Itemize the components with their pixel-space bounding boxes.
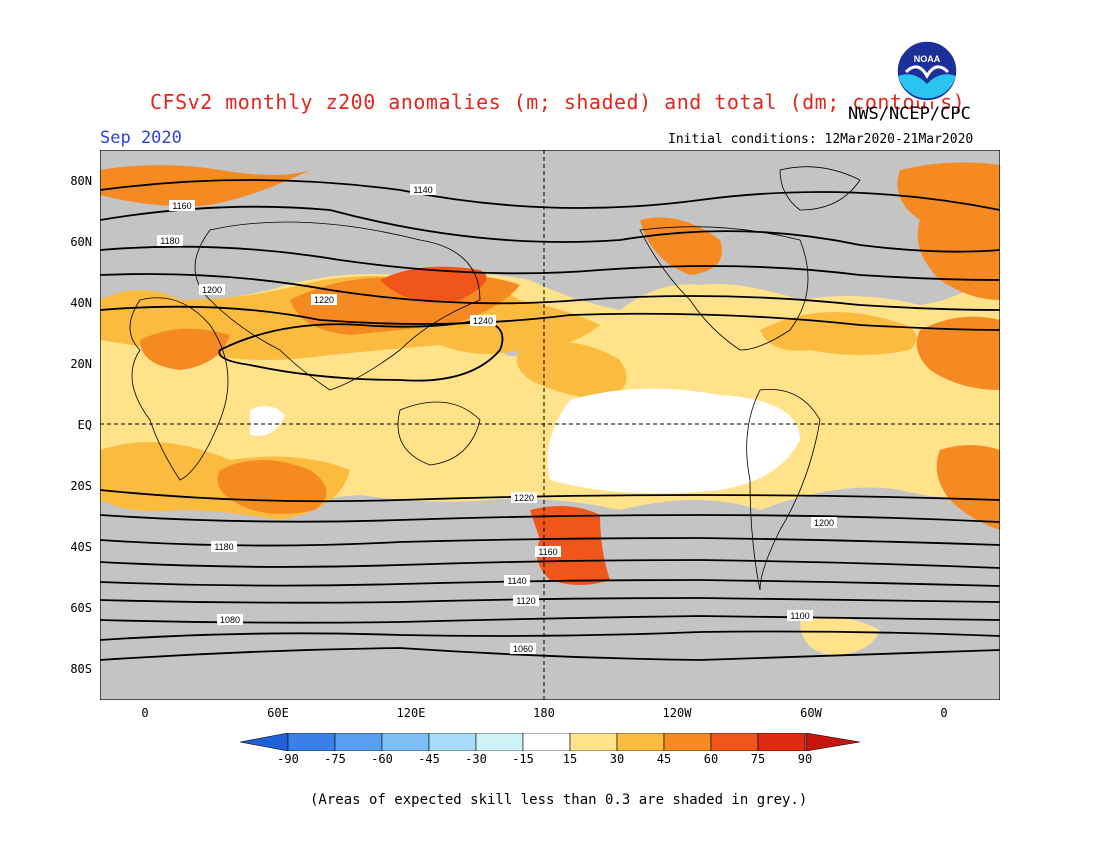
colorbar-label: 45 xyxy=(656,752,672,766)
lat-label: 40N xyxy=(70,296,92,310)
contour-label: 1220 xyxy=(314,295,334,305)
anomaly-map: 1140 1160 1180 1200 1220 1240 1220 1200 … xyxy=(100,150,1000,700)
lat-label: 60S xyxy=(70,601,92,615)
contour-label: 1160 xyxy=(538,547,557,557)
colorbar-box xyxy=(287,733,336,751)
contour-label: 1180 xyxy=(160,236,179,246)
colorbar-label: -45 xyxy=(418,752,440,766)
lon-label: 60W xyxy=(800,706,822,720)
colorbar-arrow-left xyxy=(240,733,289,751)
contour-label: 1140 xyxy=(413,185,432,195)
colorbar-label: 90 xyxy=(797,752,813,766)
lat-label: 80N xyxy=(70,174,92,188)
colorbar-box xyxy=(569,733,618,751)
contour-label: 1200 xyxy=(814,518,834,528)
contour-label-group: 1140 1160 1180 1200 1220 1240 1220 1200 … xyxy=(157,184,837,654)
colorbar-box xyxy=(663,733,712,751)
contour-label: 1240 xyxy=(473,316,493,326)
colorbar-box xyxy=(334,733,383,751)
contour-label: 1180 xyxy=(214,542,233,552)
map-title: CFSv2 monthly z200 anomalies (m; shaded)… xyxy=(150,90,966,114)
contour-label: 1060 xyxy=(513,644,533,654)
lon-label: 180 xyxy=(533,706,555,720)
colorbar-box xyxy=(522,733,571,751)
colorbar-label: -90 xyxy=(277,752,299,766)
forecast-month: Sep 2020 xyxy=(100,128,182,148)
colorbar-label: 30 xyxy=(609,752,625,766)
colorbar-label: 60 xyxy=(703,752,719,766)
colorbar-label: -15 xyxy=(512,752,534,766)
initial-conditions: Initial conditions: 12Mar2020-21Mar2020 xyxy=(668,132,974,147)
colorbar-label: -30 xyxy=(465,752,487,766)
colorbar-box xyxy=(381,733,430,751)
lat-label: 20S xyxy=(70,479,92,493)
contour-label: 1160 xyxy=(172,201,191,211)
colorbar-label: 75 xyxy=(750,752,766,766)
near-zero-anomaly-areas xyxy=(250,388,800,494)
lon-label: 120E xyxy=(396,706,426,720)
contour-label: 1140 xyxy=(507,576,526,586)
logo-text: NOAA xyxy=(914,54,941,64)
lat-label: 40S xyxy=(70,540,92,554)
lon-label: 0 xyxy=(940,706,948,720)
contour-label: 1100 xyxy=(790,611,809,621)
noaa-logo-icon: NOAA xyxy=(896,40,958,102)
lon-label: 0 xyxy=(141,706,149,720)
coastlines xyxy=(129,166,861,591)
height-contours xyxy=(100,179,1000,661)
colorbar-arrow-right xyxy=(805,733,861,751)
colorbar-box xyxy=(616,733,665,751)
lat-label: 80S xyxy=(70,662,92,676)
contour-label: 1200 xyxy=(202,285,222,295)
colorbar-box xyxy=(428,733,477,751)
lon-label: 60E xyxy=(267,706,289,720)
colorbar xyxy=(240,733,861,751)
colorbar-label: -60 xyxy=(371,752,393,766)
lat-label: 60N xyxy=(70,235,92,249)
lon-label: 120W xyxy=(662,706,692,720)
agency-label: NWS/NCEP/CPC xyxy=(848,104,971,124)
contour-label: 1220 xyxy=(514,493,534,503)
lat-label: EQ xyxy=(77,418,92,432)
colorbar-label: -75 xyxy=(324,752,346,766)
lat-label: 20N xyxy=(70,357,92,371)
colorbar-box xyxy=(475,733,524,751)
colorbar-box xyxy=(757,733,806,751)
skill-footnote: (Areas of expected skill less than 0.3 a… xyxy=(310,792,808,808)
colorbar-box xyxy=(710,733,759,751)
contour-label: 1080 xyxy=(220,615,240,625)
contour-label: 1120 xyxy=(516,596,535,606)
colorbar-label: 15 xyxy=(562,752,578,766)
